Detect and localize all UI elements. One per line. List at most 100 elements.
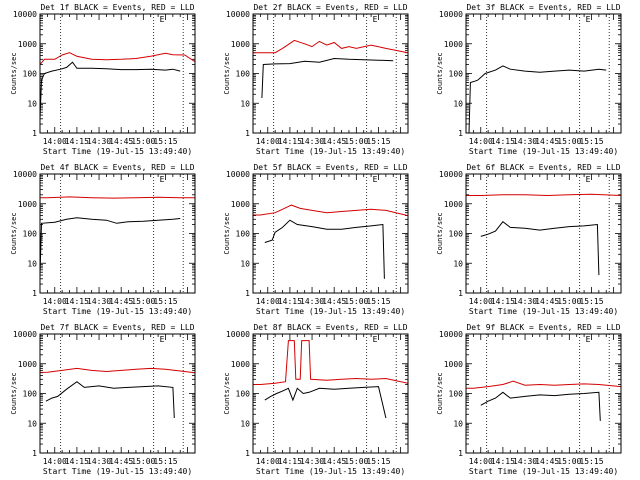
event-marker-label: E: [373, 335, 378, 344]
events-series-line: [264, 386, 387, 419]
x-tick-label: 14:15: [278, 137, 302, 146]
x-tick-label: 14:45: [322, 137, 346, 146]
events-series-line: [40, 217, 181, 276]
x-tick-label: 14:45: [535, 457, 559, 466]
x-tick-label: 14:30: [87, 137, 111, 146]
y-axis-label: Counts/sec: [436, 372, 444, 414]
y-tick-label: 100: [449, 230, 464, 239]
y-tick-label: 1000: [444, 200, 463, 209]
event-marker-label: E: [586, 335, 591, 344]
x-tick-label: 14:30: [87, 457, 111, 466]
detector-panel-8: Det 8f BLACK = Events, RED = LLD 1 10 100 10…: [223, 323, 409, 476]
event-marker-label: E: [373, 175, 378, 184]
x-tick-label: 14:00: [43, 457, 67, 466]
x-axis-label: Start Time (19-Jul-15 13:49:40): [469, 467, 618, 476]
x-tick-label: 15:15: [579, 297, 603, 306]
y-tick-label: 1: [245, 449, 250, 458]
y-tick-label: 1000: [18, 40, 37, 49]
x-tick-label: 15:00: [131, 297, 155, 306]
y-tick-label: 10000: [439, 170, 463, 179]
y-tick-label: 100: [449, 70, 464, 79]
chart-title: Det 3f BLACK = Events, RED = LLD: [466, 3, 620, 12]
x-tick-label: 14:30: [300, 137, 324, 146]
x-axis-label: Start Time (19-Jul-15 13:49:40): [469, 147, 618, 156]
y-tick-label: 1000: [231, 360, 250, 369]
x-tick-label: 14:00: [256, 297, 280, 306]
event-marker-label: E: [586, 15, 591, 24]
x-tick-label: 15:00: [344, 137, 368, 146]
lld-series-line: [253, 39, 408, 54]
y-tick-label: 1000: [231, 200, 250, 209]
x-tick-label: 14:30: [513, 457, 537, 466]
plot-frame: [39, 333, 196, 454]
chart-title: Det 5f BLACK = Events, RED = LLD: [253, 163, 407, 172]
lld-series-line: [466, 193, 621, 197]
y-tick-label: 1000: [231, 40, 250, 49]
detector-panel-3: Det 3f BLACK = Events, RED = LLD 1 10 100 10…: [436, 3, 622, 156]
detector-panel-7: Det 7f BLACK = Events, RED = LLD 1 10 100 10…: [10, 323, 196, 476]
x-tick-label: 15:00: [557, 457, 581, 466]
x-tick-label: 14:00: [469, 297, 493, 306]
lld-series-line: [40, 367, 195, 374]
plot-frame: [465, 13, 622, 134]
y-axis-label: Counts/sec: [436, 212, 444, 254]
x-axis-label: Start Time (19-Jul-15 13:49:40): [43, 307, 192, 316]
y-tick-label: 1: [458, 129, 463, 138]
events-series-line: [480, 221, 600, 276]
y-tick-label: 100: [236, 390, 251, 399]
chart-title: Det 1f BLACK = Events, RED = LLD: [40, 3, 194, 12]
y-tick-label: 1: [245, 289, 250, 298]
x-tick-label: 15:15: [153, 297, 177, 306]
y-tick-label: 100: [236, 230, 251, 239]
x-tick-label: 14:00: [469, 457, 493, 466]
x-tick-label: 14:45: [535, 297, 559, 306]
y-tick-label: 10: [27, 419, 37, 428]
plot-frame: [39, 13, 196, 134]
x-tick-label: 14:30: [300, 297, 324, 306]
y-tick-label: 10000: [13, 330, 37, 339]
y-tick-label: 10000: [439, 330, 463, 339]
y-tick-label: 1000: [18, 200, 37, 209]
detector-panel-1: Det 1f BLACK = Events, RED = LLD 1 10 100 10…: [10, 3, 196, 156]
x-tick-label: 15:00: [344, 297, 368, 306]
y-tick-label: 100: [236, 70, 251, 79]
plot-frame: [252, 333, 409, 454]
x-axis-label: Start Time (19-Jul-15 13:49:40): [256, 467, 405, 476]
x-tick-label: 15:00: [557, 297, 581, 306]
y-axis-label: Counts/sec: [10, 212, 18, 254]
y-tick-label: 100: [23, 390, 38, 399]
x-tick-label: 15:15: [579, 457, 603, 466]
x-tick-label: 14:45: [322, 457, 346, 466]
y-tick-label: 1: [32, 449, 37, 458]
y-axis-label: Counts/sec: [223, 212, 231, 254]
plot-frame: [465, 333, 622, 454]
y-axis-label: Counts/sec: [223, 52, 231, 94]
y-tick-label: 10: [453, 259, 463, 268]
events-series-line: [261, 57, 394, 99]
x-tick-label: 14:30: [513, 137, 537, 146]
x-tick-label: 14:15: [278, 457, 302, 466]
x-tick-label: 14:15: [491, 137, 515, 146]
x-axis-label: Start Time (19-Jul-15 13:49:40): [43, 467, 192, 476]
event-marker-label: E: [160, 335, 165, 344]
x-tick-label: 14:00: [43, 297, 67, 306]
events-series-line: [45, 381, 175, 419]
event-marker-label: E: [373, 15, 378, 24]
x-tick-label: 14:45: [535, 137, 559, 146]
plot-frame: [465, 173, 622, 294]
lld-series-line: [253, 340, 408, 385]
detector-panel-5: Det 5f BLACK = Events, RED = LLD 1 10 100 10…: [223, 163, 409, 316]
y-tick-label: 1: [458, 289, 463, 298]
x-tick-label: 15:00: [131, 137, 155, 146]
y-axis-label: Counts/sec: [10, 52, 18, 94]
lld-series-line: [40, 196, 195, 199]
lld-series-line: [40, 52, 195, 65]
x-tick-label: 15:15: [366, 137, 390, 146]
x-tick-label: 14:15: [278, 297, 302, 306]
events-series-line: [264, 219, 385, 279]
y-tick-label: 100: [23, 70, 38, 79]
x-tick-label: 14:15: [65, 457, 89, 466]
y-tick-label: 10: [240, 419, 250, 428]
detector-panel-6: Det 6f BLACK = Events, RED = LLD 1 10 100 10…: [436, 163, 622, 316]
x-axis-label: Start Time (19-Jul-15 13:49:40): [256, 147, 405, 156]
